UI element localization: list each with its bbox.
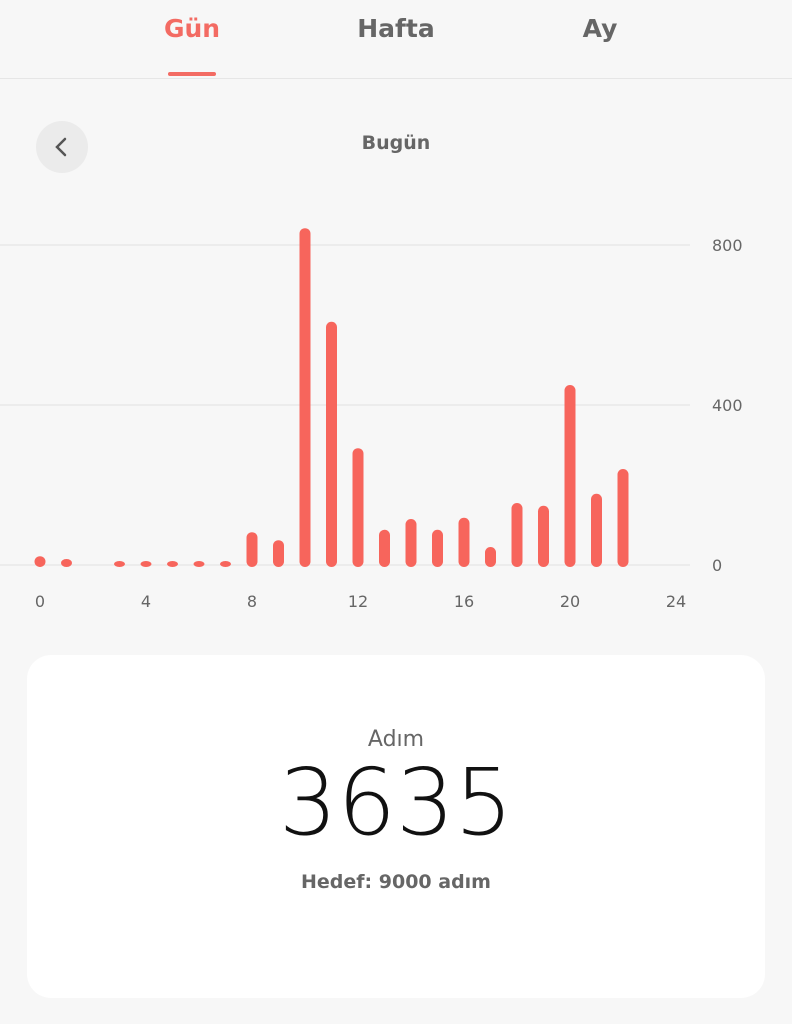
bar <box>511 503 523 567</box>
bar <box>405 519 417 567</box>
steps-goal: Hedef: 9000 adım <box>301 871 491 893</box>
back-button[interactable] <box>36 121 88 173</box>
period-tabs: Gün Hafta Ay <box>0 0 792 79</box>
bar <box>299 228 311 567</box>
x-tick-label: 8 <box>247 592 257 611</box>
tab-week[interactable]: Hafta <box>357 14 435 43</box>
period-title: Bugün <box>361 132 431 154</box>
x-tick-label: 20 <box>560 592 580 611</box>
bar <box>458 517 470 567</box>
x-tick-label: 4 <box>141 592 151 611</box>
bar <box>591 493 602 567</box>
bar <box>140 561 152 567</box>
y-tick-label: 0 <box>712 556 722 575</box>
bar <box>61 559 72 567</box>
bar <box>485 547 496 567</box>
y-tick-label: 800 <box>712 236 743 255</box>
chevron-left-icon <box>55 137 67 157</box>
bar <box>379 529 390 567</box>
x-tick-label: 12 <box>348 592 368 611</box>
steps-label: Adım <box>367 727 425 752</box>
bar <box>564 385 576 567</box>
steps-value: 3635 <box>278 749 514 856</box>
y-tick-label: 400 <box>712 396 743 415</box>
bar <box>34 556 46 567</box>
bar <box>538 505 549 567</box>
bar <box>246 532 258 567</box>
tab-day[interactable]: Gün <box>163 14 221 43</box>
x-tick-label: 16 <box>454 592 474 611</box>
bar <box>193 561 205 567</box>
bar <box>114 561 125 567</box>
bar <box>432 529 443 567</box>
bar <box>617 469 629 567</box>
step-chart: 0 400 800 0 4 8 12 16 20 24 <box>0 228 743 611</box>
x-tick-label: 24 <box>666 592 686 611</box>
bar <box>326 321 337 567</box>
bar <box>220 561 231 567</box>
bar <box>167 561 178 567</box>
summary-card: Adım 3635 Hedef: 9000 adım <box>27 655 765 998</box>
active-tab-indicator <box>168 72 216 76</box>
x-tick-label: 0 <box>35 592 45 611</box>
bar <box>352 448 364 567</box>
tab-month[interactable]: Ay <box>582 14 618 43</box>
bar <box>273 540 284 567</box>
